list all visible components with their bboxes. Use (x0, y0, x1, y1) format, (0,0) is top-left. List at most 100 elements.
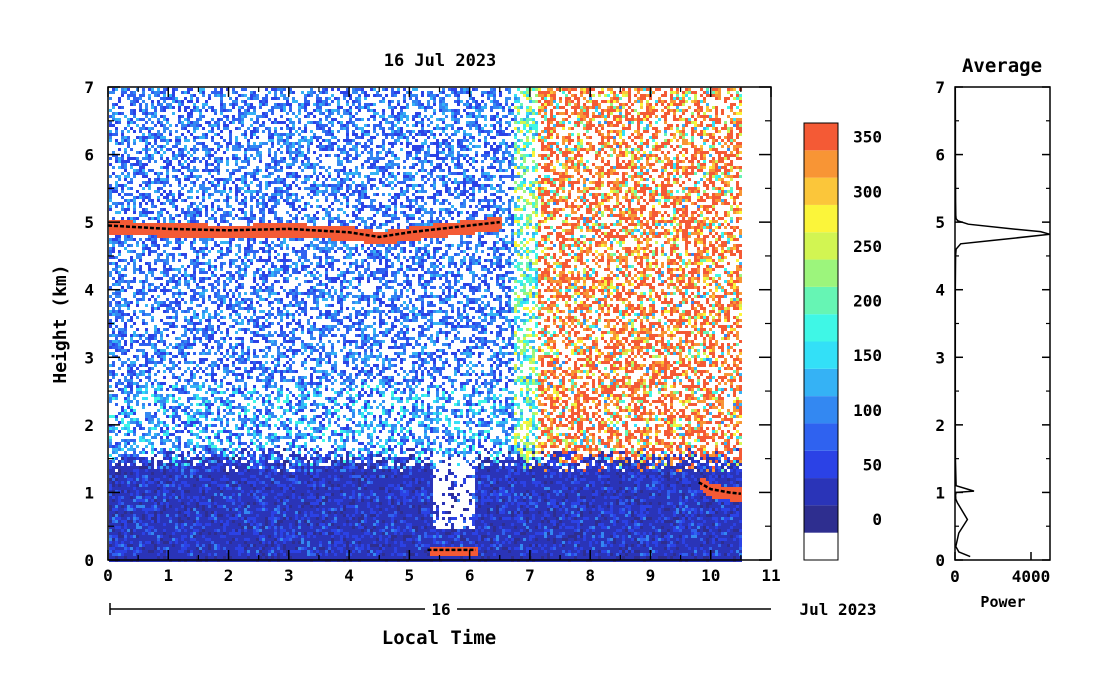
heatmap-cell (253, 217, 256, 220)
heatmap-cell (184, 472, 187, 475)
heatmap-cell (250, 262, 253, 265)
heatmap-cell (133, 457, 136, 460)
heatmap-cell (109, 157, 112, 160)
heatmap-cell (148, 193, 151, 196)
heatmap-cell (250, 529, 253, 532)
heatmap-cell (202, 385, 205, 388)
heatmap-cell (166, 397, 169, 400)
heatmap-cell (181, 346, 184, 349)
heatmap-cell (214, 448, 217, 451)
heatmap-cell (238, 358, 241, 361)
heatmap-cell (214, 493, 217, 496)
heatmap-cell (193, 169, 196, 172)
heatmap-cell (184, 529, 187, 532)
heatmap-cell (193, 421, 196, 424)
heatmap-cell (130, 544, 133, 547)
heatmap-cell (133, 238, 136, 241)
heatmap-cell (202, 232, 205, 235)
heatmap-cell (178, 448, 181, 451)
heatmap-cell (211, 169, 214, 172)
heatmap-cell (136, 301, 139, 304)
heatmap-cell (250, 238, 253, 241)
heatmap-cell (121, 154, 124, 157)
heatmap-cell (205, 550, 208, 553)
heatmap-cell (214, 220, 217, 223)
heatmap-cell (139, 238, 142, 241)
heatmap-cell (109, 436, 112, 439)
heatmap-cell (160, 463, 163, 466)
heatmap-cell (193, 175, 196, 178)
heatmap-cell (214, 169, 217, 172)
heatmap-cell (160, 466, 163, 469)
heatmap-cell (169, 268, 172, 271)
heatmap-cell (115, 403, 118, 406)
heatmap-cell (115, 226, 118, 229)
heatmap-cell (229, 313, 232, 316)
heatmap-cell (220, 241, 223, 244)
heatmap-cell (169, 406, 172, 409)
heatmap-cell (172, 433, 175, 436)
heatmap-cell (250, 460, 253, 463)
heatmap-cell (220, 463, 223, 466)
heatmap-cell (238, 277, 241, 280)
heatmap-cell (238, 178, 241, 181)
heatmap-cell (205, 358, 208, 361)
heatmap-cell (238, 157, 241, 160)
heatmap-cell (202, 478, 205, 481)
heatmap-cell (199, 445, 202, 448)
heatmap-cell (160, 508, 163, 511)
heatmap-cell (187, 220, 190, 223)
heatmap-cell (238, 523, 241, 526)
heatmap-cell (109, 271, 112, 274)
heatmap-cell (184, 361, 187, 364)
heatmap-cell (193, 274, 196, 277)
heatmap-cell (184, 175, 187, 178)
heatmap-cell (205, 544, 208, 547)
heatmap-cell (118, 532, 121, 535)
heatmap-cell (235, 184, 238, 187)
heatmap-cell (244, 520, 247, 523)
heatmap-cell (160, 214, 163, 217)
heatmap-cell (241, 358, 244, 361)
heatmap-cell (136, 298, 139, 301)
heatmap-cell (130, 532, 133, 535)
heatmap-cell (190, 232, 193, 235)
heatmap-cell (253, 235, 256, 238)
heatmap-cell (259, 550, 262, 553)
heatmap-cell (223, 427, 226, 430)
heatmap-cell (232, 103, 235, 106)
heatmap-cell (175, 481, 178, 484)
heatmap-cell (115, 478, 118, 481)
heatmap-cell (142, 232, 145, 235)
heatmap-cell (127, 313, 130, 316)
heatmap-cell (169, 223, 172, 226)
heatmap-cell (136, 526, 139, 529)
heatmap-cell (220, 535, 223, 538)
heatmap-cell (205, 160, 208, 163)
heatmap-cell (118, 511, 121, 514)
heatmap-cell (202, 529, 205, 532)
heatmap-cell (235, 553, 238, 556)
heatmap-cell (121, 205, 124, 208)
heatmap-cell (190, 94, 193, 97)
heatmap-cell (115, 466, 118, 469)
heatmap-cell (133, 340, 136, 343)
heatmap-cell (193, 268, 196, 271)
heatmap-cell (175, 286, 178, 289)
heatmap-cell (253, 274, 256, 277)
heatmap-cell (139, 532, 142, 535)
heatmap-cell (160, 538, 163, 541)
heatmap-cell (118, 100, 121, 103)
heatmap-cell (214, 508, 217, 511)
heatmap-cell (109, 346, 112, 349)
heatmap-cell (142, 469, 145, 472)
heatmap-cell (205, 328, 208, 331)
heatmap-cell (175, 268, 178, 271)
heatmap-cell (253, 91, 256, 94)
heatmap-cell (169, 103, 172, 106)
heatmap-cell (226, 124, 229, 127)
heatmap-cell (157, 196, 160, 199)
heatmap-cell (115, 289, 118, 292)
heatmap-cell (181, 199, 184, 202)
heatmap-cell (247, 538, 250, 541)
